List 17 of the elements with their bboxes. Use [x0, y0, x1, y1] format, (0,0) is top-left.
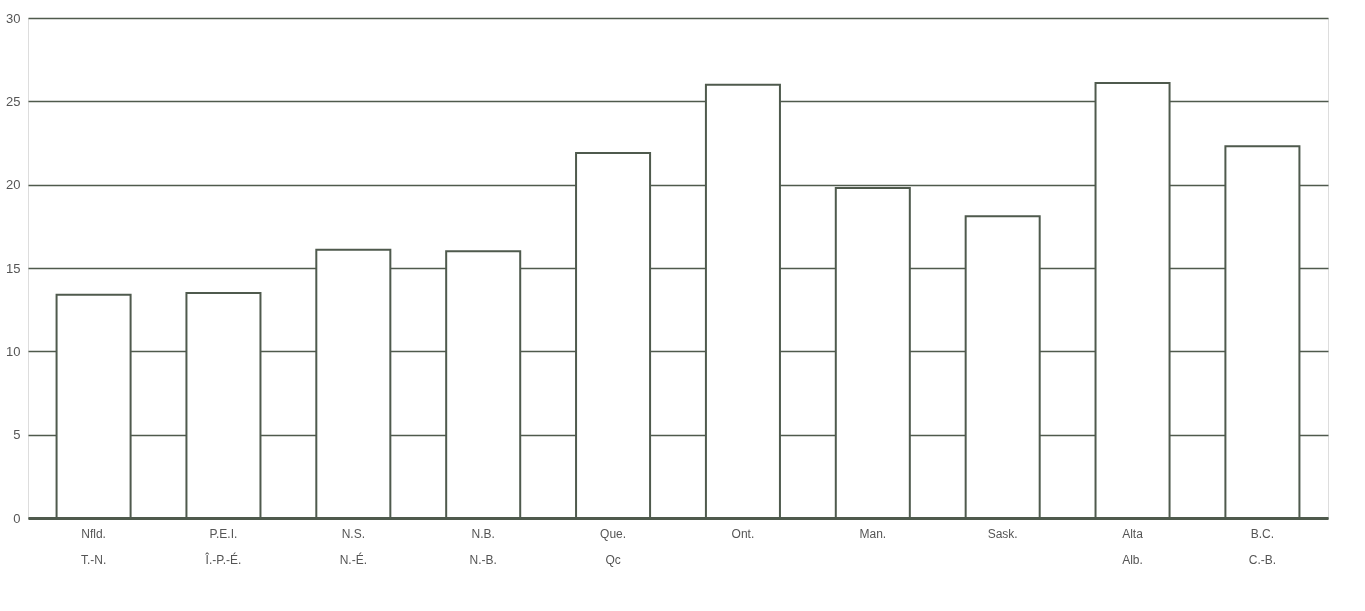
x-tick-label: P.E.I. Î.-P.-É.: [204, 526, 242, 567]
y-tick-label: 15: [6, 260, 21, 276]
x-tick-label: Sask.: [987, 526, 1018, 541]
x-tick-label: Ont.: [731, 526, 755, 541]
x-tick-label: N.B. N.-B.: [469, 526, 497, 567]
y-tick-label: 20: [6, 177, 21, 193]
y-tick-label: 0: [13, 510, 21, 526]
x-tick-label: Man.: [859, 526, 887, 541]
x-tick-label: B.C. C.-B.: [1248, 526, 1277, 567]
x-tick-label: Nfld. T.-N.: [80, 526, 107, 567]
x-tick-label: N.S. N.-É.: [339, 526, 367, 567]
y-tick-label: 30: [6, 10, 21, 26]
x-tick-label: Alta Alb.: [1122, 526, 1144, 567]
y-tick-label: 10: [6, 343, 21, 359]
y-tick-label: 25: [6, 93, 21, 109]
x-tick-label: Que. Qc: [600, 526, 627, 567]
y-tick-label: 5: [13, 427, 21, 443]
